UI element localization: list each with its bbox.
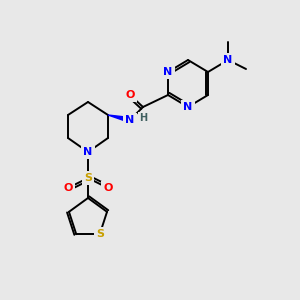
Text: H: H — [139, 113, 147, 123]
Text: N: N — [224, 55, 232, 65]
Text: N: N — [125, 115, 135, 125]
Text: S: S — [84, 173, 92, 183]
Text: N: N — [164, 67, 172, 77]
Text: O: O — [103, 183, 113, 193]
Text: O: O — [63, 183, 73, 193]
Text: N: N — [83, 147, 93, 157]
Polygon shape — [108, 115, 130, 122]
Text: N: N — [183, 102, 193, 112]
Text: S: S — [96, 229, 104, 239]
Text: O: O — [125, 90, 135, 100]
